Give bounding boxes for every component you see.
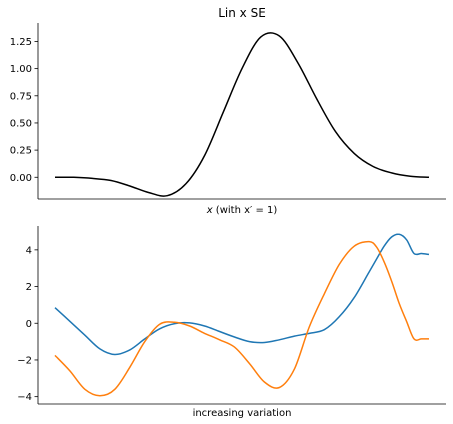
x-axis-label: increasing variation [193, 408, 292, 419]
chart-lin-x-se: Lin x SE 0.00 0.25 0.50 0.75 1.00 1.25 x (wit… [10, 6, 446, 216]
series-lines [54, 32, 430, 197]
y-tick-label: 0.25 [10, 146, 32, 157]
y-tick-label: 1.25 [10, 37, 32, 48]
y-tick-label: −4 [17, 392, 32, 403]
series-line-1 [54, 240, 429, 397]
y-tick-label: 1.00 [10, 64, 32, 75]
y-tick-label: 4 [26, 245, 32, 256]
series-line-0 [54, 32, 430, 197]
y-tick-label: 0.75 [10, 91, 32, 102]
y-tick-label: 2 [26, 282, 32, 293]
y-tick-label: 0.50 [10, 118, 32, 129]
series-line-0 [54, 233, 430, 356]
x-axis-label: x (with x′ = 1) [206, 205, 278, 216]
y-ticks: −4 −2 0 2 4 [17, 245, 38, 403]
chart-title: Lin x SE [218, 6, 266, 20]
series-lines [54, 233, 430, 397]
y-tick-label: 0 [26, 319, 32, 330]
y-ticks: 0.00 0.25 0.50 0.75 1.00 1.25 [10, 37, 38, 184]
y-tick-label: −2 [17, 355, 32, 366]
y-tick-label: 0.00 [10, 173, 32, 184]
chart-increasing-variation: −4 −2 0 2 4 increasing variation [17, 226, 446, 419]
